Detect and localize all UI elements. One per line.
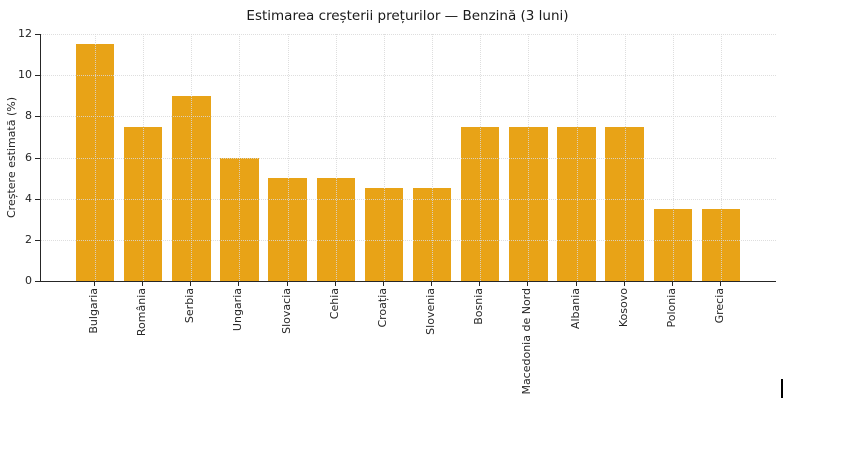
horizontal-gridline: [41, 239, 776, 241]
bar: [460, 126, 500, 281]
x-tick-label: Slovacia: [279, 288, 293, 334]
x-tick-mark: [94, 282, 95, 286]
vertical-gridline: [480, 34, 482, 281]
x-tick-mark: [527, 282, 529, 286]
bar: [701, 208, 741, 281]
x-tick-mark: [382, 282, 384, 286]
x-tick-label: Albania: [568, 288, 582, 330]
chart-title: Estimarea creșterii prețurilor — Benzină…: [246, 8, 569, 24]
x-tick-label: Grecia: [712, 288, 726, 324]
x-tick-label: Kosovo: [616, 288, 630, 328]
y-tick-label: 2: [25, 232, 32, 246]
y-tick-label: 6: [25, 150, 32, 164]
x-tick-mark: [719, 282, 721, 286]
y-tick-mark: [35, 157, 40, 159]
x-tick-mark: [190, 282, 192, 286]
horizontal-gridline: [41, 116, 776, 118]
bar: [605, 126, 644, 281]
horizontal-gridline: [41, 75, 776, 77]
bars-layer: [41, 34, 776, 281]
bar: [557, 126, 596, 281]
x-tick-label: România: [135, 288, 149, 337]
bar: [412, 188, 452, 281]
bar: [509, 126, 548, 281]
y-tick-mark: [35, 116, 40, 118]
y-tick-mark: [35, 198, 40, 200]
vertical-gridline: [672, 34, 674, 281]
x-tick-label: Macedonia de Nord: [520, 288, 534, 395]
horizontal-gridline: [41, 157, 776, 159]
y-tick-mark: [35, 239, 40, 241]
x-tick-label: Slovenia: [424, 288, 438, 335]
text-cursor-artifact: [781, 379, 783, 398]
x-tick-mark: [431, 282, 433, 286]
vertical-gridline: [239, 34, 241, 281]
bar: [172, 95, 211, 281]
x-tick-mark: [142, 282, 144, 286]
grid-layer: [41, 34, 776, 281]
x-tick-mark: [286, 282, 288, 286]
x-tick-mark: [334, 282, 336, 286]
y-tick-label: 10: [18, 68, 32, 82]
vertical-gridline: [143, 34, 145, 281]
y-tick-label: 0: [25, 274, 32, 287]
x-tick-label: Croația: [375, 288, 389, 328]
y-tick-label: 4: [25, 191, 32, 205]
vertical-gridline: [335, 34, 337, 281]
x-tick-label: Bulgaria: [87, 288, 100, 334]
x-tick-mark: [671, 282, 673, 286]
x-tick-label: Serbia: [183, 288, 197, 324]
vertical-gridline: [383, 34, 385, 281]
vertical-gridline: [191, 34, 193, 281]
y-tick-mark: [35, 281, 40, 282]
plot-area: [40, 34, 776, 282]
x-tick-mark: [479, 282, 481, 286]
y-tick-mark: [35, 75, 40, 77]
x-tick-label: Cehia: [327, 288, 341, 320]
vertical-gridline: [624, 34, 626, 281]
vertical-gridline: [95, 34, 96, 281]
horizontal-gridline: [41, 198, 776, 200]
x-tick-mark: [575, 282, 577, 286]
y-tick-mark: [35, 34, 40, 35]
vertical-gridline: [720, 34, 722, 281]
x-tick-label: Ungaria: [231, 288, 245, 332]
bar: [268, 178, 307, 281]
y-tick-label: 12: [18, 27, 32, 40]
x-tick-label: Bosnia: [472, 288, 486, 325]
y-tick-label: 8: [25, 109, 32, 123]
vertical-gridline: [576, 34, 578, 281]
bar: [75, 44, 115, 281]
bar: [653, 208, 693, 281]
bar: [123, 126, 163, 281]
bar: [316, 178, 355, 281]
vertical-gridline: [528, 34, 530, 281]
vertical-gridline: [432, 34, 434, 281]
x-tick-label: Polonia: [664, 288, 678, 328]
horizontal-gridline: [41, 34, 776, 35]
bar: [364, 188, 404, 281]
bar: [220, 157, 259, 281]
x-tick-mark: [238, 282, 240, 286]
vertical-gridline: [287, 34, 289, 281]
x-tick-mark: [623, 282, 625, 286]
